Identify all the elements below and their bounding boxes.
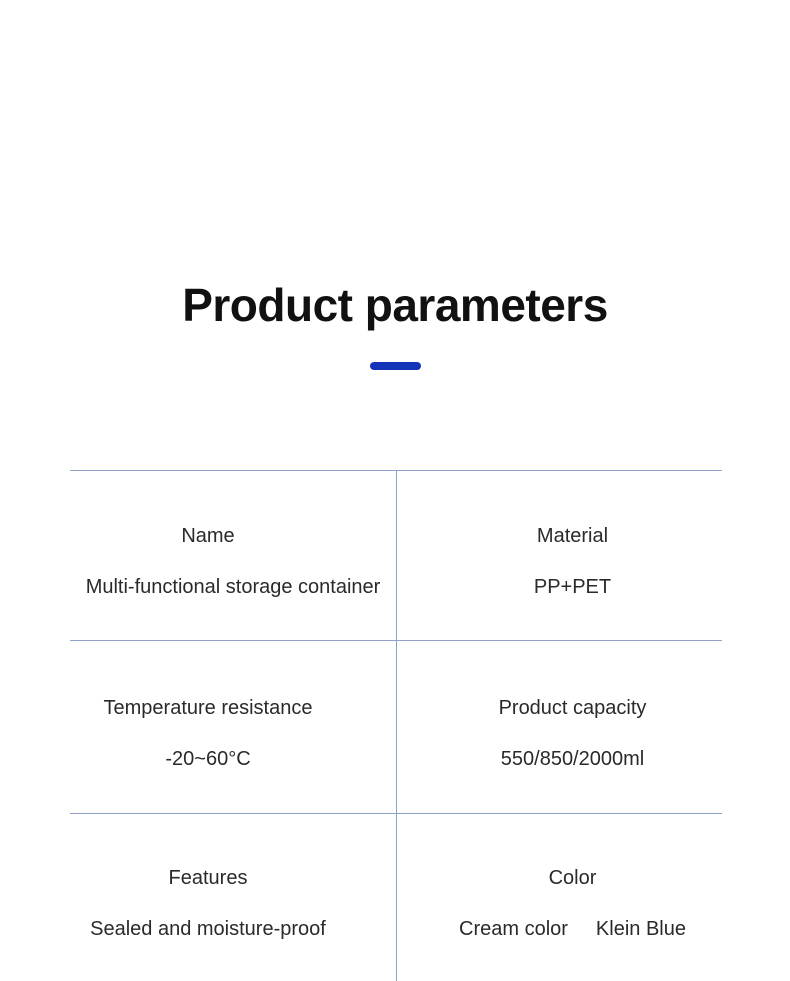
param-value: Klein Blue: [595, 918, 686, 940]
param-cell-temperature: Temperature resistance -20~60°C: [70, 640, 396, 813]
param-value: Cream color: [459, 918, 568, 940]
param-cell-color: Color Cream color Klein Blue: [396, 813, 722, 981]
param-value: PP+PET: [533, 576, 612, 598]
param-label: Temperature resistance: [103, 696, 313, 719]
param-cell-name: Name Multi-functional storage container: [70, 470, 396, 640]
param-cell-material: Material PP+PET: [396, 470, 722, 640]
param-value: Multi-functional storage container: [85, 576, 381, 598]
param-label: Material: [536, 525, 609, 547]
param-cell-capacity: Product capacity 550/850/2000ml: [396, 640, 722, 813]
param-value: Sealed and moisture-proof: [90, 918, 326, 940]
param-label: Product capacity: [498, 696, 647, 719]
param-value: -20~60°C: [165, 747, 251, 770]
param-label: Name: [181, 525, 235, 547]
param-value-pair: Cream color Klein Blue: [459, 915, 686, 943]
title-accent-bar: [370, 362, 421, 370]
param-value: 550/850/2000ml: [500, 747, 645, 770]
param-label: Color: [548, 867, 597, 889]
parameters-table: Name Multi-functional storage container …: [70, 470, 722, 981]
param-label: Features: [168, 867, 248, 889]
param-cell-features: Features Sealed and moisture-proof: [70, 813, 396, 981]
page-title: Product parameters: [182, 279, 608, 331]
